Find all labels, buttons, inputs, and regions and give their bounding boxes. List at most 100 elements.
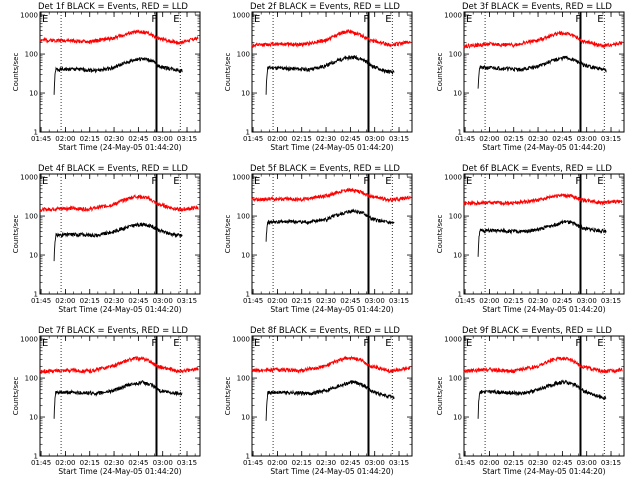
x-tick-label: 03:00: [365, 135, 385, 143]
x-axis-label: Start Time (24-May-05 01:44:20): [270, 143, 393, 152]
y-tick-label: 1: [458, 291, 462, 299]
f-marker: F: [151, 176, 157, 187]
series-events-line: [53, 379, 183, 419]
x-tick-label: 01:45: [243, 459, 263, 467]
x-tick-label: 02:45: [552, 459, 572, 467]
x-tick-label: 03:15: [601, 297, 621, 305]
panel-title: Det 5f BLACK = Events, RED = LLD: [250, 164, 400, 174]
x-tick-label: 03:00: [577, 297, 597, 305]
y-tick-label: 10: [241, 414, 250, 422]
plot-frame: [39, 173, 201, 295]
panel-title: Det 4f BLACK = Events, RED = LLD: [38, 164, 188, 174]
f-marker: F: [363, 14, 369, 25]
y-tick-label: 100: [449, 213, 462, 221]
y-tick-label: 10: [241, 252, 250, 260]
y-tick-label: 10: [29, 90, 38, 98]
x-tick-label: 02:00: [479, 135, 499, 143]
x-tick-label: 02:15: [504, 297, 524, 305]
x-tick-label: 01:45: [455, 135, 475, 143]
y-axis-label: Counts/sec: [12, 215, 20, 254]
y-tick-label: 1000: [232, 336, 250, 344]
x-tick-label: 01:45: [243, 135, 263, 143]
detector-panel-5: Det 5f BLACK = Events, RED = LLD 1 10 100 10…: [224, 164, 413, 314]
x-tick-label: 03:15: [177, 459, 197, 467]
x-tick-label: 02:15: [504, 135, 524, 143]
e-marker-2: E: [173, 338, 179, 349]
y-axis-label: Counts/sec: [436, 377, 444, 416]
y-axis-label: Counts/sec: [12, 377, 20, 416]
series-events-line: [477, 379, 607, 419]
x-tick-label: 02:00: [55, 297, 75, 305]
y-tick-label: 10: [29, 252, 38, 260]
detector-panel-1: Det 1f BLACK = Events, RED = LLD 1 10 100 10…: [12, 2, 201, 152]
y-axis-label: Counts/sec: [224, 377, 232, 416]
x-tick-label: 02:15: [292, 297, 312, 305]
x-tick-label: 02:15: [80, 135, 100, 143]
x-tick-label: 01:45: [455, 459, 475, 467]
y-tick-label: 1: [458, 129, 462, 137]
x-tick-label: 01:45: [455, 297, 475, 305]
x-axis-label: Start Time (24-May-05 01:44:20): [58, 305, 181, 314]
f-marker: F: [575, 338, 581, 349]
plot-frame: [251, 335, 413, 457]
y-tick-label: 1: [246, 291, 250, 299]
x-tick-label: 02:00: [479, 459, 499, 467]
y-tick-label: 1: [246, 129, 250, 137]
x-tick-label: 02:15: [504, 459, 524, 467]
series-events-line: [265, 54, 395, 95]
x-tick-label: 02:45: [128, 297, 148, 305]
e-marker-2: E: [173, 176, 179, 187]
panel-title: Det 2f BLACK = Events, RED = LLD: [250, 2, 400, 12]
y-tick-label: 100: [449, 51, 462, 59]
y-tick-label: 10: [453, 414, 462, 422]
y-tick-label: 1000: [20, 12, 38, 20]
detector-panel-3: Det 3f BLACK = Events, RED = LLD 1 10 100 10…: [436, 2, 625, 152]
y-axis-label: Counts/sec: [12, 53, 20, 92]
y-axis-label: Counts/sec: [436, 215, 444, 254]
y-tick-label: 100: [449, 375, 462, 383]
x-tick-label: 02:15: [80, 297, 100, 305]
e-marker-1: E: [466, 338, 472, 349]
x-tick-label: 03:15: [177, 297, 197, 305]
y-tick-label: 100: [25, 51, 38, 59]
x-axis-label: Start Time (24-May-05 01:44:20): [482, 305, 605, 314]
x-tick-label: 02:30: [104, 297, 124, 305]
x-tick-label: 03:00: [365, 459, 385, 467]
y-axis-label: Counts/sec: [224, 53, 232, 92]
series-lld-line: [39, 193, 199, 213]
y-tick-label: 1: [34, 291, 38, 299]
x-tick-label: 03:15: [389, 135, 409, 143]
series-lld-line: [251, 355, 411, 374]
series-events-line: [477, 219, 607, 257]
y-tick-label: 100: [237, 213, 250, 221]
x-tick-label: 03:00: [365, 297, 385, 305]
series-events-line: [265, 380, 395, 421]
y-tick-label: 10: [453, 252, 462, 260]
x-tick-label: 03:00: [153, 297, 173, 305]
detector-panel-9: Det 9f BLACK = Events, RED = LLD 1 10 100 10…: [436, 326, 625, 476]
panel-title: Det 7f BLACK = Events, RED = LLD: [38, 326, 188, 336]
plot-frame: [39, 335, 201, 457]
panel-title: Det 9f BLACK = Events, RED = LLD: [462, 326, 612, 336]
series-lld-line: [251, 28, 411, 49]
x-tick-label: 02:00: [55, 135, 75, 143]
x-tick-label: 03:00: [577, 135, 597, 143]
plot-frame: [39, 11, 201, 133]
x-axis-label: Start Time (24-May-05 01:44:20): [270, 305, 393, 314]
x-tick-label: 02:30: [528, 459, 548, 467]
y-tick-label: 1000: [20, 174, 38, 182]
e-marker-2: E: [597, 338, 603, 349]
series-lld-line: [463, 193, 623, 207]
x-tick-label: 02:15: [292, 135, 312, 143]
y-tick-label: 100: [237, 375, 250, 383]
series-lld-line: [463, 356, 623, 375]
detector-panel-2: Det 2f BLACK = Events, RED = LLD 1 10 100 10…: [224, 2, 413, 152]
x-tick-label: 03:00: [153, 459, 173, 467]
plot-frame: [463, 173, 625, 295]
e-marker-1: E: [254, 338, 260, 349]
x-tick-label: 01:45: [243, 297, 263, 305]
x-axis-label: Start Time (24-May-05 01:44:20): [482, 143, 605, 152]
x-axis-label: Start Time (24-May-05 01:44:20): [58, 143, 181, 152]
x-tick-label: 02:00: [479, 297, 499, 305]
